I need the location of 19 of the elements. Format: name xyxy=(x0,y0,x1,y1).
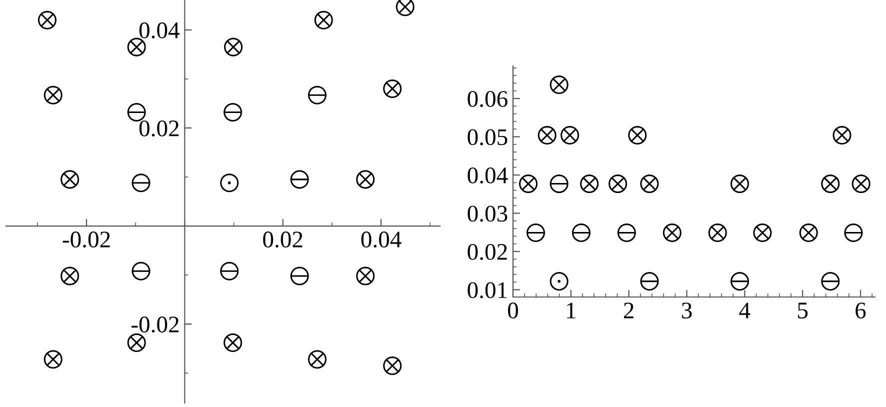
x-tick-label: 4 xyxy=(739,302,750,318)
y-tick-label: 0.02 xyxy=(468,244,507,260)
y-tick-label: 0.04 xyxy=(468,167,508,184)
y-tick-label: 0.04 xyxy=(139,22,180,38)
x-tick-label: 6 xyxy=(856,302,866,318)
y-tick-label: 0.05 xyxy=(468,129,508,146)
x-tick-label: 0 xyxy=(508,302,518,318)
x-tick-label: 1 xyxy=(567,302,576,318)
y-tick-label: 0.06 xyxy=(468,91,508,108)
x-tick-label: 5 xyxy=(798,302,808,318)
y-tick-label: 0.02 xyxy=(139,120,179,136)
y-tick-label: 0.01 xyxy=(468,282,507,298)
x-tick-label: 0.02 xyxy=(263,232,302,248)
x-tick-label: 2 xyxy=(624,302,634,318)
x-tick-label: 3 xyxy=(682,302,692,318)
x-tick-label: 0.04 xyxy=(361,232,402,248)
y-tick-label: -0.02 xyxy=(132,316,179,333)
y-tick-label: 0.03 xyxy=(468,206,508,222)
x-tick-label: -0.02 xyxy=(62,232,110,248)
